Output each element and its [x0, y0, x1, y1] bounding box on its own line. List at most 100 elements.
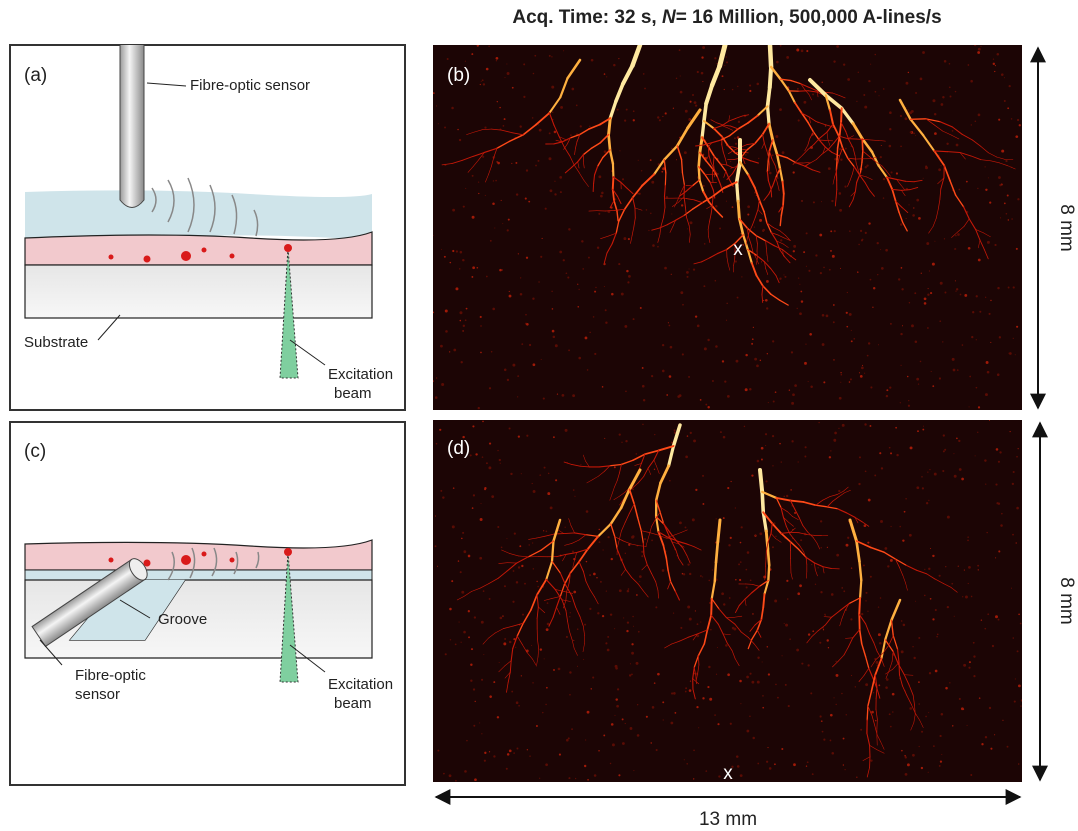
- vessel: [527, 749, 528, 750]
- vessel: [789, 638, 791, 640]
- vessel: [662, 344, 664, 346]
- vessel: [849, 230, 851, 232]
- vessel: [707, 406, 709, 408]
- vessel: [507, 753, 510, 756]
- vessel: [740, 561, 742, 563]
- vessel: [921, 273, 922, 274]
- vessel: [609, 135, 610, 150]
- vessel: [577, 666, 578, 667]
- vessel: [540, 648, 542, 650]
- vessel: [927, 471, 928, 472]
- vessel: [617, 109, 619, 111]
- vessel: [998, 619, 1000, 621]
- vessel: [712, 569, 713, 570]
- vessel: [650, 742, 651, 743]
- vessel: [732, 89, 733, 90]
- vessel: [947, 606, 949, 608]
- vessel: [806, 232, 808, 234]
- vessel: [618, 263, 620, 265]
- vessel: [613, 177, 614, 189]
- vessel: [1001, 513, 1003, 515]
- vessel: [968, 583, 969, 584]
- vessel: [912, 754, 915, 757]
- vessel: [981, 620, 982, 621]
- vessel: [662, 116, 663, 117]
- vessel: [554, 181, 555, 182]
- vessel: [927, 327, 929, 329]
- vessel: [995, 65, 996, 66]
- vessel: [499, 662, 500, 663]
- vessel: [971, 596, 973, 598]
- vessel: [671, 274, 672, 275]
- vessel: [549, 132, 551, 134]
- vessel: [466, 308, 468, 310]
- vessel: [587, 369, 589, 371]
- vessel: [774, 763, 776, 765]
- vessel: [526, 435, 528, 437]
- vessel: [534, 55, 536, 57]
- vessel: [745, 154, 747, 156]
- vessel: [752, 613, 753, 614]
- vessel: [908, 405, 910, 407]
- vessel: [716, 542, 718, 562]
- vessel: [577, 628, 579, 630]
- vessel: [846, 714, 847, 715]
- vessel: [633, 110, 635, 112]
- vessel: [479, 722, 480, 723]
- vessel: [928, 712, 929, 713]
- vessel: [455, 287, 458, 290]
- vessel: [723, 604, 724, 605]
- vessel: [978, 406, 980, 408]
- vessel: [594, 774, 597, 777]
- vessel: [959, 698, 961, 700]
- vessel: [609, 118, 611, 134]
- vessel: [621, 442, 622, 443]
- vessel: [783, 182, 784, 194]
- vessel: [622, 178, 624, 180]
- vessel: [646, 209, 648, 211]
- vessel: [858, 244, 859, 245]
- vessel: [939, 765, 941, 767]
- vessel: [587, 711, 590, 714]
- vessel: [934, 151, 947, 152]
- vessel: [837, 148, 838, 160]
- vessel: [569, 671, 571, 673]
- vessel: [526, 169, 528, 171]
- vessel: [926, 242, 929, 245]
- vessel: [819, 642, 821, 644]
- vessel: [827, 547, 828, 548]
- vessel: [708, 666, 710, 668]
- vessel: [861, 239, 863, 241]
- vessel: [831, 752, 834, 755]
- vessel: [583, 659, 584, 660]
- vessel: [987, 613, 989, 615]
- vessel: [545, 208, 547, 210]
- vessel: [518, 566, 520, 568]
- vessel: [875, 91, 877, 93]
- vessel: [896, 454, 898, 456]
- vessel: [922, 487, 924, 489]
- vessel: [453, 487, 455, 489]
- vessel: [432, 311, 434, 313]
- vessel: [544, 467, 546, 469]
- vessel: [520, 293, 523, 296]
- vessel: [928, 500, 929, 501]
- vessel: [735, 507, 736, 508]
- annotation: Groove: [158, 611, 207, 628]
- vessel: [892, 693, 895, 696]
- vessel: [776, 61, 779, 64]
- vessel: [695, 610, 696, 611]
- vessel: [749, 90, 751, 92]
- vessel: [440, 490, 442, 492]
- vessel: [957, 369, 959, 371]
- vessel: [729, 597, 731, 599]
- vessel: [536, 725, 538, 727]
- vessel: [655, 606, 657, 608]
- vessel: [502, 615, 503, 616]
- vessel: [952, 725, 953, 726]
- vessel: [459, 139, 461, 141]
- vessel: [918, 703, 920, 705]
- vessel: [863, 564, 865, 566]
- vessel: [871, 711, 874, 714]
- vessel: [686, 763, 688, 765]
